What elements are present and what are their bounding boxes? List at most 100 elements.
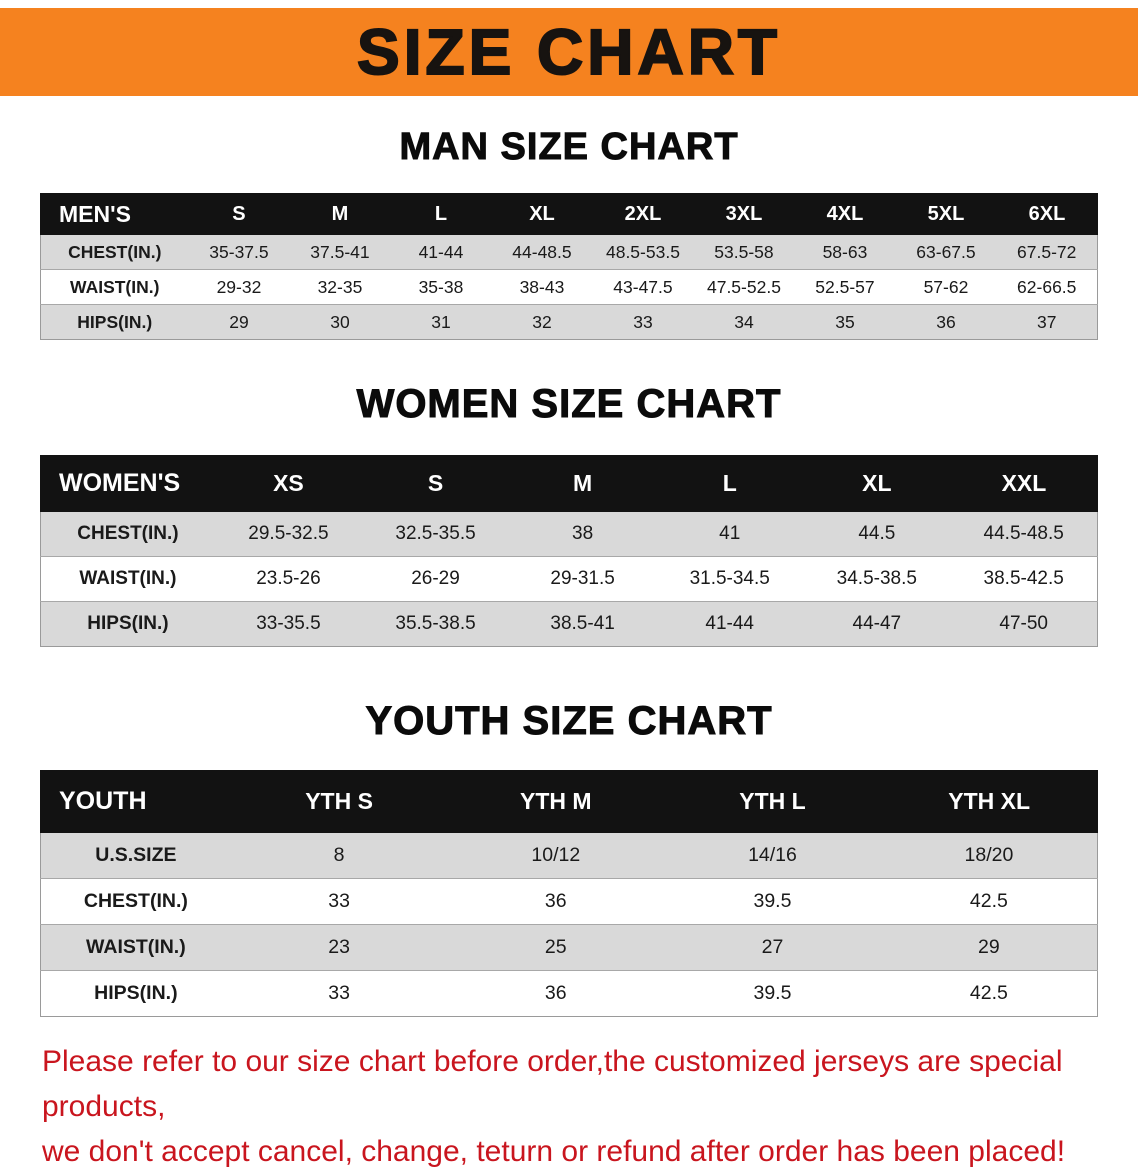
women-section-heading: WOMEN SIZE CHART [356,382,782,427]
size-value-cell: 32 [532,311,552,332]
size-value-cell: 35.5-38.5 [395,613,476,634]
row-label: CHEST(IN.) [83,890,188,912]
men-size-chart-section: MAN SIZE CHART MEN'S S M L XL 2XL 3XL 4XL 5XL 6XL… [0,126,1138,340]
women-table-body: CHEST(IN.) 29.5-32.5 32.5-35.5 38 41 44.5 44.5… [40,511,1098,647]
size-column-header: YTH XL [880,770,1098,833]
size-value-cell: 25 [544,936,567,958]
size-column-header: YTH S [230,770,448,833]
measurement-row: WAIST(IN.) 23 25 27 29 [40,924,1098,971]
size-value-cell: 31.5-34.5 [689,568,770,589]
size-value-cell: 43-47.5 [613,276,673,297]
size-column-header: S [187,193,290,235]
measurement-row: HIPS(IN.) 33-35.5 35.5-38.5 38.5-41 41-44 44-… [40,601,1098,647]
table-header-row: WOMEN'S XS S M L XL XXL [39,455,1099,512]
size-value-cell: 44-47 [852,613,902,634]
measurement-row: CHEST(IN.) 35-37.5 37.5-41 41-44 44-48.5 48.5… [40,234,1098,270]
size-value-cell: 31 [431,311,451,332]
row-label: WAIST(IN.) [70,276,160,297]
size-value-cell: 47.5-52.5 [706,276,781,297]
row-label: WAIST(IN.) [79,568,177,589]
size-column-header: 3XL [692,193,795,235]
size-value-cell: 27 [761,936,784,958]
measurement-row: HIPS(IN.) 33 36 39.5 42.5 [40,970,1098,1017]
size-value-cell: 38.5-42.5 [983,568,1064,589]
footer-note-line1: Please refer to our size chart before or… [42,1045,1063,1123]
size-value-cell: 29-31.5 [550,568,615,589]
men-table-body: CHEST(IN.) 35-37.5 37.5-41 41-44 44-48.5 48.5… [40,234,1098,340]
size-value-cell: 42.5 [969,890,1008,912]
size-value-cell: 33 [328,890,350,912]
size-value-cell: 62-66.5 [1017,276,1077,297]
size-value-cell: 23.5-26 [256,568,321,589]
row-label: HIPS(IN.) [94,982,178,1004]
size-column-header: YTH M [446,770,665,833]
size-value-cell: 33-35.5 [256,613,321,634]
women-size-chart-section: WOMEN SIZE CHART WOMEN'S XS S M L XL XXL CHEST… [0,382,1138,647]
size-value-cell: 35 [835,311,855,332]
row-label: HIPS(IN.) [87,613,169,634]
footer-note-line2: we don't accept cancel, change, teturn o… [42,1135,1066,1168]
size-column-header: S [361,455,510,512]
size-value-cell: 39.5 [753,890,792,912]
size-value-cell: 33 [633,311,653,332]
size-value-cell: 37.5-41 [310,241,370,262]
size-value-cell: 32.5-35.5 [395,523,476,544]
size-value-cell: 44.5 [858,523,896,544]
size-value-cell: 41 [719,523,741,544]
size-value-cell: 36 [544,890,567,912]
size-value-cell: 42.5 [969,982,1008,1004]
size-column-header: XXL [949,455,1099,512]
size-column-header: XL [802,455,951,512]
size-column-header: L [389,193,492,235]
size-value-cell: 37 [1037,311,1057,332]
measurement-row: U.S.SIZE 8 10/12 14/16 18/20 [40,832,1098,879]
size-value-cell: 47-50 [999,613,1048,634]
size-value-cell: 63-67.5 [916,241,976,262]
size-value-cell: 29 [978,936,1000,958]
size-value-cell: 36 [936,311,956,332]
table-title-cell: MEN'S [40,193,189,235]
size-value-cell: 38.5-41 [550,613,615,634]
table-title-cell: YOUTH [39,770,232,833]
measurement-row: CHEST(IN.) 33 36 39.5 42.5 [40,878,1098,925]
size-value-cell: 67.5-72 [1017,241,1077,262]
youth-table-body: U.S.SIZE 8 10/12 14/16 18/20 CHEST(IN.) 33 36 39… [40,832,1098,1017]
size-value-cell: 14/16 [748,844,797,866]
banner: SIZE CHART [0,8,1138,96]
size-value-cell: 52.5-57 [815,276,875,297]
size-column-header: YTH L [663,770,882,833]
row-label: HIPS(IN.) [77,311,153,332]
page-title: SIZE CHART [356,15,781,89]
size-column-header: 6XL [995,193,1099,235]
size-value-cell: 29.5-32.5 [248,523,329,544]
size-value-cell: 57-62 [923,276,969,297]
size-value-cell: 32-35 [317,276,363,297]
size-value-cell: 29 [229,311,249,332]
table-title-cell: WOMEN'S [39,455,216,512]
size-value-cell: 39.5 [753,982,792,1004]
size-value-cell: 33 [328,982,350,1004]
size-column-header: XL [490,193,593,235]
size-value-cell: 48.5-53.5 [605,241,680,262]
youth-size-table: YOUTH YTH S YTH M YTH L YTH XL U.S.SIZE 8 10/1… [39,770,1098,1017]
size-value-cell: 41-44 [705,613,755,634]
youth-table-head: YOUTH YTH S YTH M YTH L YTH XL [39,770,1098,833]
table-header-row: YOUTH YTH S YTH M YTH L YTH XL [39,770,1098,833]
size-value-cell: 38-43 [519,276,565,297]
measurement-row: WAIST(IN.) 23.5-26 26-29 29-31.5 31.5-34.5 34… [40,556,1098,602]
size-value-cell: 44-48.5 [512,241,572,262]
row-label: WAIST(IN.) [86,936,186,958]
size-column-header: XS [214,455,363,512]
size-value-cell: 18/20 [964,844,1014,866]
size-value-cell: 44.5-48.5 [983,523,1064,544]
youth-size-chart-section: YOUTH SIZE CHART YOUTH YTH S YTH M YTH L YTH… [0,699,1138,1017]
row-label: CHEST(IN.) [77,523,179,544]
size-value-cell: 58-63 [822,241,868,262]
women-size-table: WOMEN'S XS S M L XL XXL CHEST(IN.) 29.5-32.5 32.… [39,455,1099,647]
measurement-row: HIPS(IN.) 29 30 31 32 33 34 35 36 37 [40,304,1098,340]
women-table-head: WOMEN'S XS S M L XL XXL [39,455,1099,512]
size-value-cell: 8 [333,844,345,866]
size-value-cell: 53.5-58 [714,241,774,262]
size-value-cell: 35-38 [418,276,464,297]
men-size-table: MEN'S S M L XL 2XL 3XL 4XL 5XL 6XL CHEST(IN.) 35-3… [40,193,1099,340]
